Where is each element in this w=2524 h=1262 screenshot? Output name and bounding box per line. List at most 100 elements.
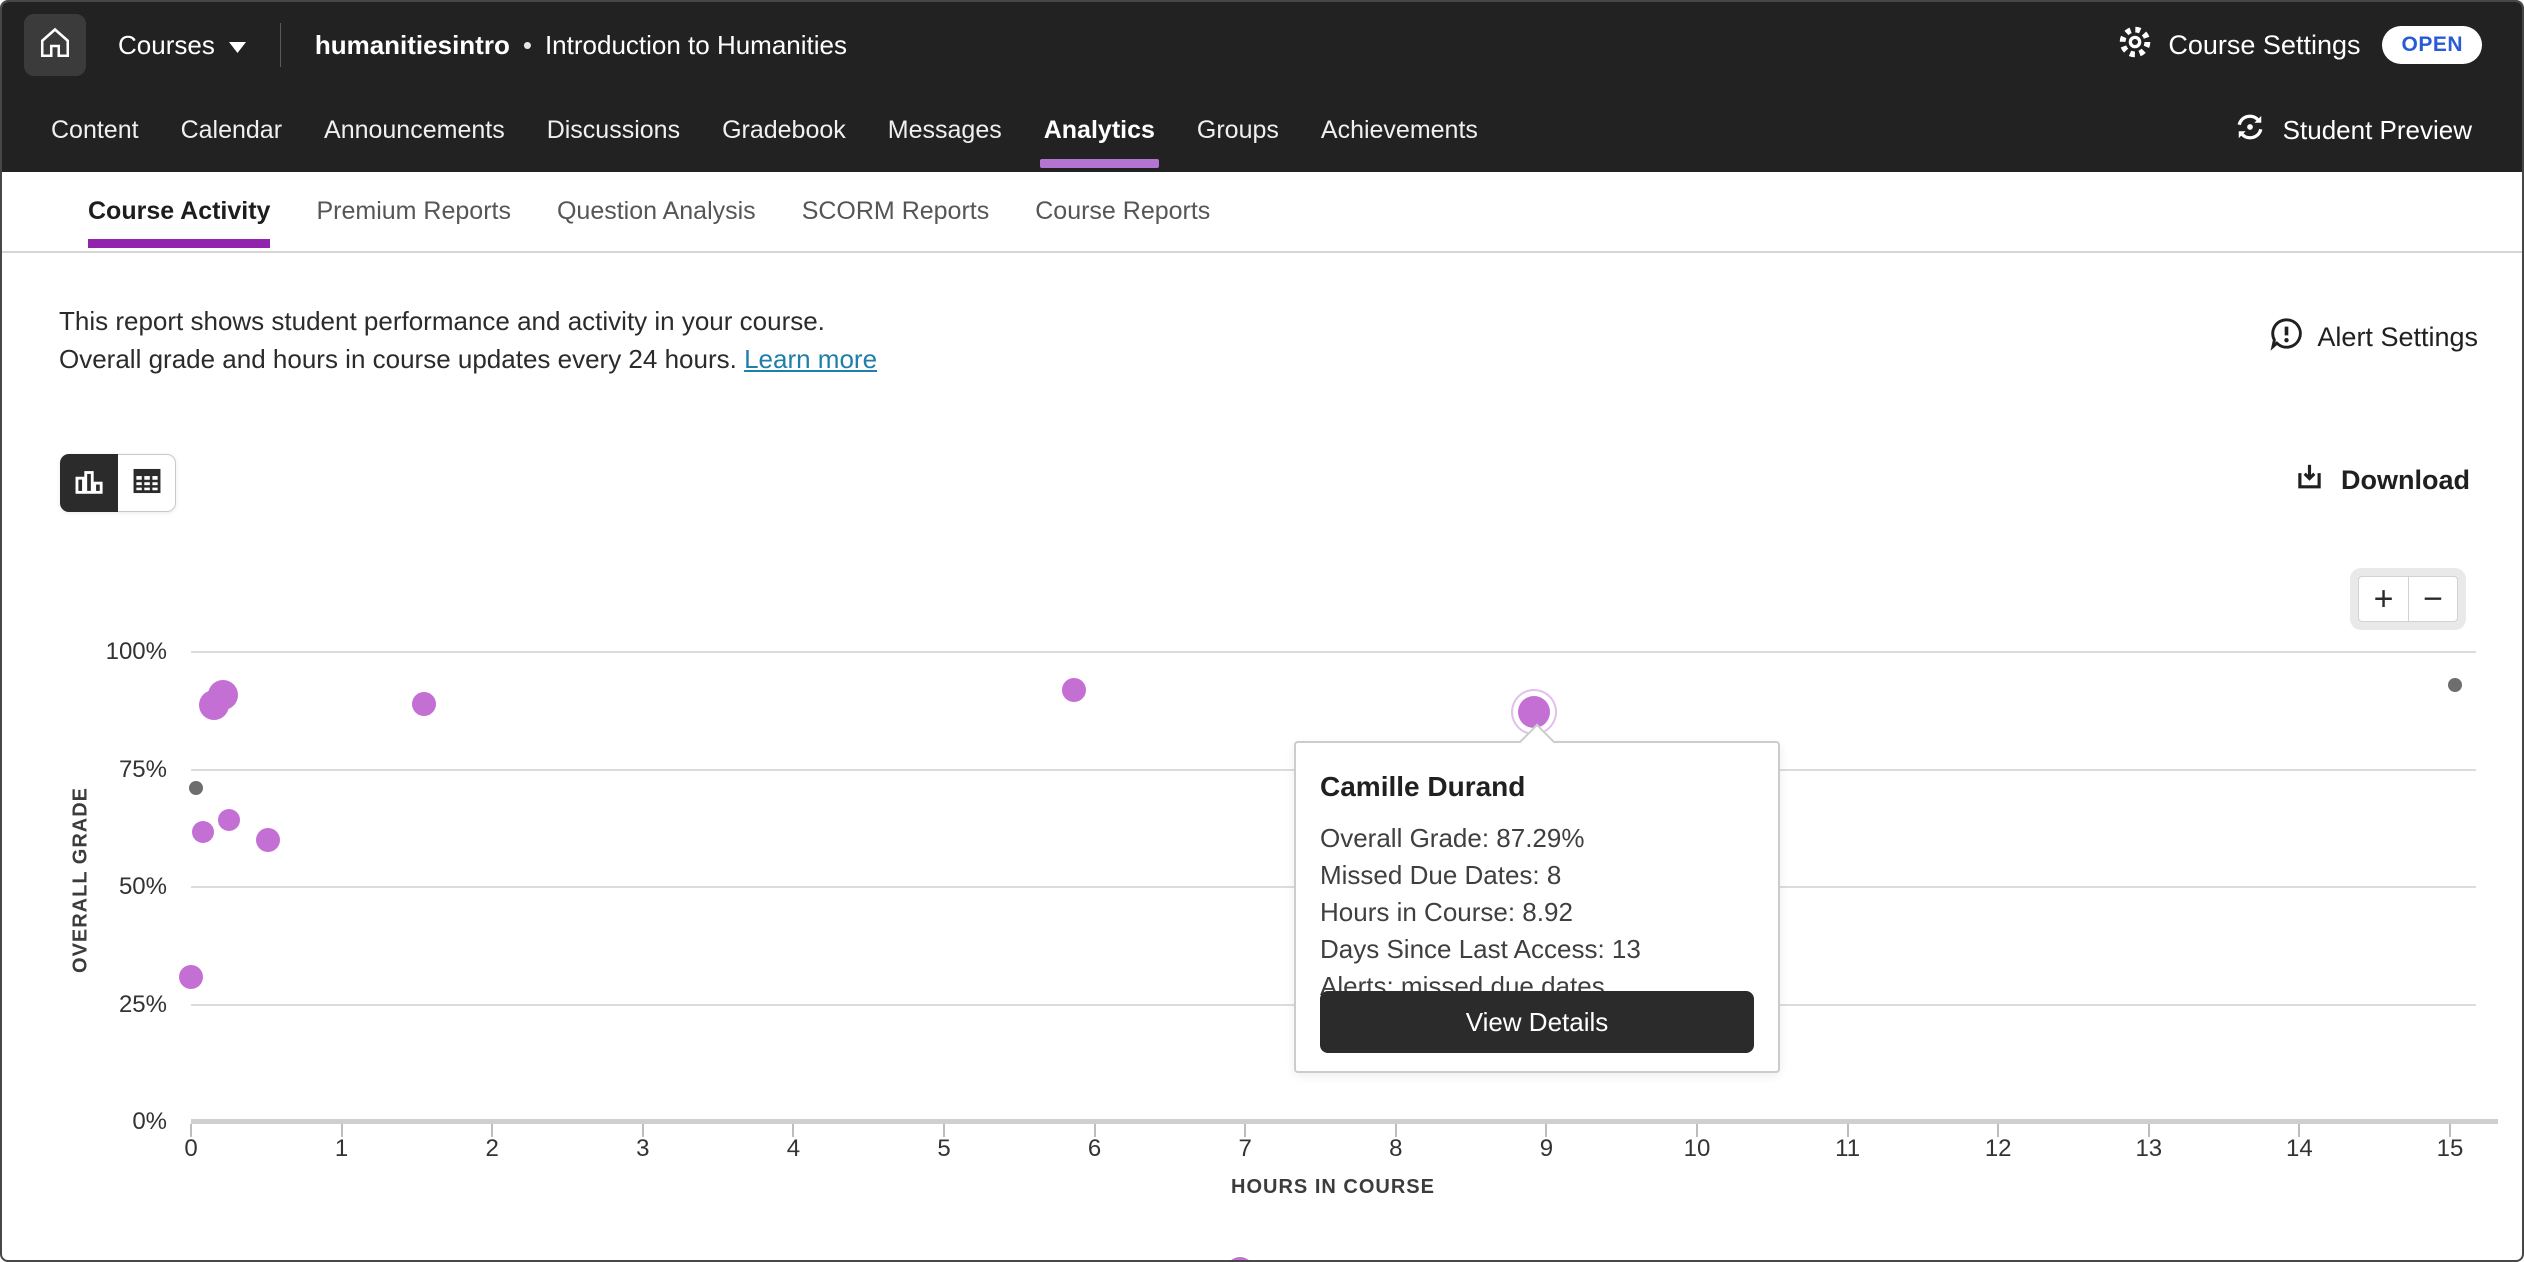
nav-tab-content[interactable]: Content	[30, 88, 160, 172]
top-minibar: Courses humanitiesintro • Introduction t…	[2, 2, 2522, 88]
breadcrumb-separator: •	[523, 30, 532, 61]
x-tick-mark	[2449, 1124, 2451, 1137]
x-tick-mark	[1244, 1124, 1246, 1137]
x-tick-label: 6	[1088, 1135, 1101, 1163]
tooltip-student-name: Camille Durand	[1320, 771, 1754, 803]
subnav-tab-scorm-reports[interactable]: SCORM Reports	[802, 172, 990, 251]
chevron-down-icon	[229, 30, 246, 61]
nav-tab-label: Announcements	[324, 116, 505, 145]
x-tick-label: 13	[2135, 1135, 2162, 1163]
nav-tab-label: Gradebook	[722, 116, 846, 145]
y-tick-label: 100%	[57, 638, 167, 666]
data-point[interactable]	[192, 821, 214, 843]
nav-tab-label: Content	[51, 116, 139, 145]
subnav-tab-course-reports[interactable]: Course Reports	[1035, 172, 1210, 251]
x-tick-mark	[1094, 1124, 1096, 1137]
alert-icon	[2269, 316, 2304, 358]
nav-tab-discussions[interactable]: Discussions	[526, 88, 701, 172]
x-tick-label: 8	[1389, 1135, 1402, 1163]
course-settings-label: Course Settings	[2168, 30, 2360, 61]
nav-tab-announcements[interactable]: Announcements	[303, 88, 526, 172]
data-point[interactable]	[2448, 678, 2462, 692]
alert-settings-label: Alert Settings	[2317, 322, 2478, 353]
course-settings-button[interactable]: Course Settings	[2117, 24, 2360, 67]
active-tab-underline	[1040, 159, 1159, 168]
data-point[interactable]	[218, 809, 240, 831]
view-details-button[interactable]: View Details	[1320, 991, 1754, 1053]
nav-tab-analytics[interactable]: Analytics	[1023, 88, 1176, 172]
x-tick-mark	[1847, 1124, 1849, 1137]
active-subtab-underline	[88, 239, 270, 248]
course-title: Introduction to Humanities	[545, 30, 847, 61]
y-tick-label: 0%	[57, 1108, 167, 1136]
bar-chart-icon	[72, 464, 106, 503]
data-point[interactable]	[412, 692, 436, 716]
course-code: humanitiesintro	[315, 30, 510, 61]
zoom-in-button[interactable]: +	[2358, 576, 2408, 622]
analytics-subnav: Course Activity Premium Reports Question A…	[2, 172, 2522, 253]
data-point[interactable]	[189, 781, 203, 795]
chart-view-button[interactable]	[60, 454, 118, 512]
tooltip-line: Overall Grade: 87.29%	[1320, 820, 1754, 857]
x-tick-mark	[2148, 1124, 2150, 1137]
nav-tab-label: Calendar	[181, 116, 282, 145]
nav-tab-calendar[interactable]: Calendar	[160, 88, 303, 172]
subnav-tab-premium-reports[interactable]: Premium Reports	[316, 172, 511, 251]
x-tick-mark	[1395, 1124, 1397, 1137]
download-label: Download	[2341, 465, 2470, 496]
tooltip-details: Overall Grade: 87.29%Missed Due Dates: 8…	[1320, 820, 1754, 1005]
student-tooltip: Camille Durand Overall Grade: 87.29%Miss…	[1294, 741, 1780, 1073]
subnav-tab-question-analysis[interactable]: Question Analysis	[557, 172, 756, 251]
x-tick-label: 15	[2437, 1135, 2464, 1163]
tooltip-line: Hours in Course: 8.92	[1320, 894, 1754, 931]
y-tick-label: 50%	[57, 873, 167, 901]
refresh-swap-icon	[2232, 109, 2268, 152]
app-window: Courses humanitiesintro • Introduction t…	[0, 0, 2524, 1262]
y-tick-label: 25%	[57, 991, 167, 1019]
data-point[interactable]	[179, 965, 203, 989]
x-tick-mark	[190, 1124, 192, 1137]
y-tick-label: 75%	[57, 756, 167, 784]
student-preview-button[interactable]: Student Preview	[2232, 88, 2472, 172]
subnav-tab-course-activity[interactable]: Course Activity	[88, 172, 270, 251]
alert-settings-button[interactable]: Alert Settings	[2269, 316, 2478, 358]
x-tick-mark	[2298, 1124, 2300, 1137]
download-icon	[2293, 460, 2326, 500]
courses-dropdown[interactable]: Courses	[118, 30, 246, 61]
nav-tab-groups[interactable]: Groups	[1176, 88, 1300, 172]
nav-tab-messages[interactable]: Messages	[867, 88, 1023, 172]
download-button[interactable]: Download	[2293, 460, 2470, 500]
x-tick-label: 5	[937, 1135, 950, 1163]
nav-tab-gradebook[interactable]: Gradebook	[701, 88, 867, 172]
data-point-partial[interactable]	[1226, 1257, 1254, 1262]
view-toggle	[60, 454, 176, 512]
x-tick-label: 7	[1239, 1135, 1252, 1163]
x-tick-label: 2	[486, 1135, 499, 1163]
x-tick-label: 9	[1540, 1135, 1553, 1163]
table-view-button[interactable]	[118, 454, 176, 512]
x-tick-mark	[792, 1124, 794, 1137]
data-point[interactable]	[256, 828, 280, 852]
breadcrumb: humanitiesintro • Introduction to Humani…	[315, 30, 847, 61]
home-button[interactable]	[24, 14, 86, 76]
x-tick-label: 11	[1835, 1135, 1860, 1163]
data-point[interactable]	[1062, 678, 1086, 702]
x-tick-label: 4	[787, 1135, 800, 1163]
learn-more-link[interactable]: Learn more	[744, 344, 877, 374]
tooltip-line: Missed Due Dates: 8	[1320, 857, 1754, 894]
zoom-out-button[interactable]: −	[2408, 576, 2458, 622]
data-point-selected[interactable]	[1518, 696, 1550, 728]
top-header: Courses humanitiesintro • Introduction t…	[2, 2, 2522, 172]
chart-zoom-controls: + −	[2350, 568, 2466, 630]
nav-tab-label: Groups	[1197, 116, 1279, 145]
x-tick-label: 10	[1684, 1135, 1711, 1163]
report-description-line1: This report shows student performance an…	[59, 302, 877, 340]
report-description-line2: Overall grade and hours in course update…	[59, 340, 877, 378]
data-point[interactable]	[208, 680, 238, 710]
open-status-badge[interactable]: OPEN	[2382, 26, 2482, 64]
nav-tab-achievements[interactable]: Achievements	[1300, 88, 1499, 172]
x-tick-label: 1	[335, 1135, 348, 1163]
x-tick-label: 3	[636, 1135, 649, 1163]
nav-tab-label: Achievements	[1321, 116, 1478, 145]
tooltip-arrow	[1519, 724, 1556, 761]
